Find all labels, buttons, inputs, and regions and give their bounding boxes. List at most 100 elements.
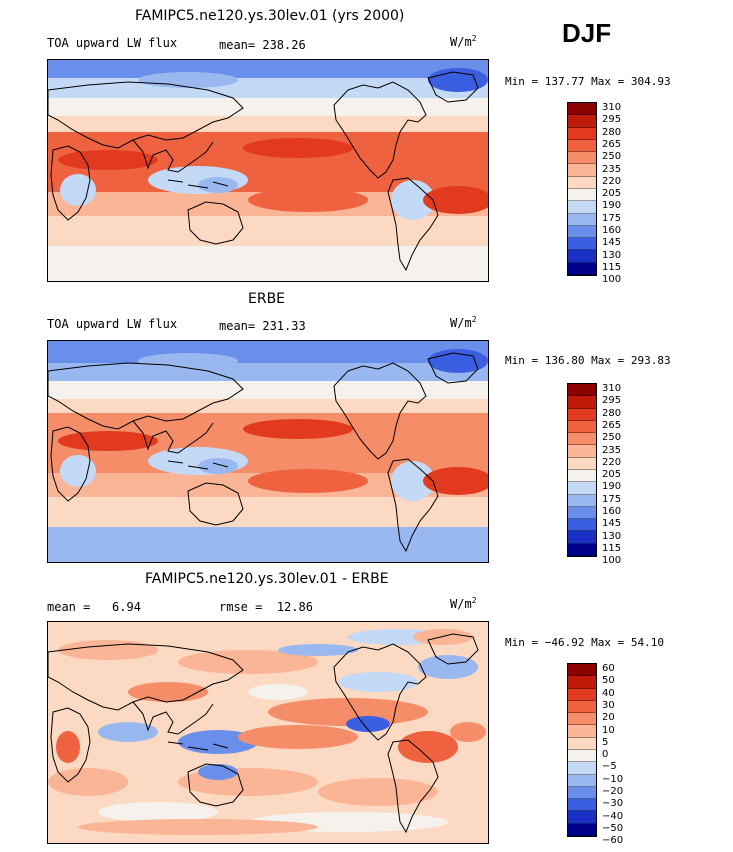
- colorbar-tick-label: 280: [602, 126, 622, 138]
- field-contour: [198, 177, 238, 193]
- field-contour: [60, 455, 96, 487]
- field-contour: [318, 778, 438, 806]
- field-contour: [268, 698, 428, 726]
- panel1-minmax: Min = 137.77 Max = 304.93: [505, 75, 671, 88]
- colorbar-tick-label: 295: [602, 114, 622, 126]
- colorbar-tick-label: 130: [602, 530, 622, 542]
- field-contour: [450, 722, 486, 742]
- colorbar-swatch: [568, 700, 596, 714]
- colorbar-tick-label: −10: [602, 773, 624, 785]
- colorbar-swatch: [568, 103, 596, 116]
- colorbar-swatch: [568, 506, 596, 520]
- colorbar-swatch: [568, 262, 596, 275]
- colorbar-swatch: [568, 482, 596, 495]
- colorbar-tick-label: 115: [602, 261, 622, 273]
- colorbar-tick-label: 250: [602, 432, 622, 444]
- colorbar-tick-label: 160: [602, 506, 622, 517]
- colorbar-swatch: [568, 774, 596, 787]
- field-contour: [248, 188, 368, 212]
- colorbar-tick-label: 310: [602, 383, 622, 395]
- colorbar-swatch: [568, 494, 596, 507]
- colorbar-tick-label: 205: [602, 469, 622, 481]
- colorbar-tick-label: −50: [602, 822, 624, 834]
- colorbar-tick-label: 100: [602, 274, 622, 286]
- field-contour: [391, 180, 435, 220]
- field-contour: [138, 72, 238, 88]
- colorbar-tick-label: 160: [602, 225, 622, 236]
- colorbar-swatch: [568, 457, 596, 470]
- field-contour: [138, 353, 238, 369]
- panel1-map: [47, 59, 489, 282]
- colorbar-swatch: [568, 543, 596, 556]
- season-label: DJF: [562, 18, 612, 48]
- field-contour: [413, 629, 473, 645]
- field-contour: [58, 431, 158, 451]
- field-contour: [178, 650, 318, 674]
- colorbar-tick-label: 310: [602, 102, 622, 114]
- colorbar-tick-label: 250: [602, 151, 622, 163]
- colorbar-swatch: [568, 213, 596, 226]
- colorbar-swatch: [568, 384, 596, 397]
- field-contour: [346, 716, 390, 732]
- colorbar-swatch: [568, 713, 596, 726]
- panel1-map-field: [48, 60, 488, 281]
- colorbar-swatch: [568, 408, 596, 421]
- colorbar-swatch: [568, 664, 596, 677]
- colorbar-tick-label: −5: [602, 761, 617, 773]
- field-contour: [56, 731, 80, 763]
- colorbar-tick-label: 220: [602, 456, 622, 468]
- panel2-variable-label: TOA upward LW flux: [47, 317, 178, 331]
- colorbar-tick-label: 220: [602, 175, 622, 187]
- colorbar-tick-label: −30: [602, 798, 624, 810]
- colorbar-tick-label: 60: [602, 663, 615, 675]
- panel3-map: [47, 621, 489, 844]
- colorbar-swatch: [568, 127, 596, 140]
- colorbar-swatch: [568, 811, 596, 824]
- colorbar-tick-label: 10: [602, 724, 615, 736]
- colorbar-tick-label: 190: [602, 481, 622, 493]
- field-contour: [238, 725, 358, 749]
- colorbar-swatch: [568, 420, 596, 434]
- panel2-title: ERBE: [248, 291, 286, 307]
- colorbar-swatch: [568, 238, 596, 251]
- colorbar-tick-label: 295: [602, 395, 622, 407]
- colorbar-tick-label: 30: [602, 700, 615, 711]
- panel1-units: W/m2: [450, 34, 477, 49]
- colorbar-tick-label: 115: [602, 542, 622, 554]
- colorbar-tick-label: −40: [602, 810, 624, 822]
- colorbar-tick-label: 130: [602, 249, 622, 261]
- colorbar-tick-label: 100: [602, 555, 622, 567]
- colorbar-swatch: [568, 676, 596, 689]
- colorbar-tick-label: −60: [602, 835, 624, 847]
- panel3-rmse: rmse = 12.86: [219, 600, 313, 614]
- colorbar-tick-label: 175: [602, 212, 622, 224]
- panel2-units: W/m2: [450, 315, 477, 330]
- panel1-variable-label: TOA upward LW flux: [47, 36, 178, 50]
- panel2-map-field: [48, 341, 488, 562]
- panel1-mean: mean= 238.26: [219, 38, 306, 52]
- colorbar-swatch: [568, 152, 596, 165]
- colorbar-swatch: [568, 189, 596, 202]
- colorbar-swatch: [568, 823, 596, 836]
- panel3-colorbar: 60 50 40 30 20 10 5 0 −5 −10 −20 −30 −40 −50 −60: [567, 663, 623, 846]
- field-contour: [398, 731, 458, 763]
- panel1-colorbar: 310 295 280 265 250 235 220 205 190 175 160 145 130 1…: [567, 102, 621, 285]
- colorbar-swatch: [568, 531, 596, 544]
- colorbar-swatch: [568, 688, 596, 701]
- colorbar-swatch: [568, 519, 596, 532]
- field-contour: [248, 684, 308, 700]
- colorbar-swatch: [568, 250, 596, 263]
- field-contour: [58, 150, 158, 170]
- panel3-mean: mean = 6.94: [47, 600, 141, 614]
- field-contour: [423, 186, 488, 214]
- colorbar-swatch: [568, 725, 596, 738]
- field-contour: [278, 644, 358, 656]
- colorbar-swatch: [568, 470, 596, 483]
- colorbar-swatch: [568, 201, 596, 214]
- field-contour: [128, 682, 208, 702]
- colorbar-tick-label: 145: [602, 518, 622, 530]
- field-contour: [243, 138, 353, 158]
- field-contour: [391, 461, 435, 501]
- panel1-title: FAMIPC5.ne120.ys.30lev.01 (yrs 2000): [135, 8, 405, 24]
- colorbar-swatch: [568, 139, 596, 153]
